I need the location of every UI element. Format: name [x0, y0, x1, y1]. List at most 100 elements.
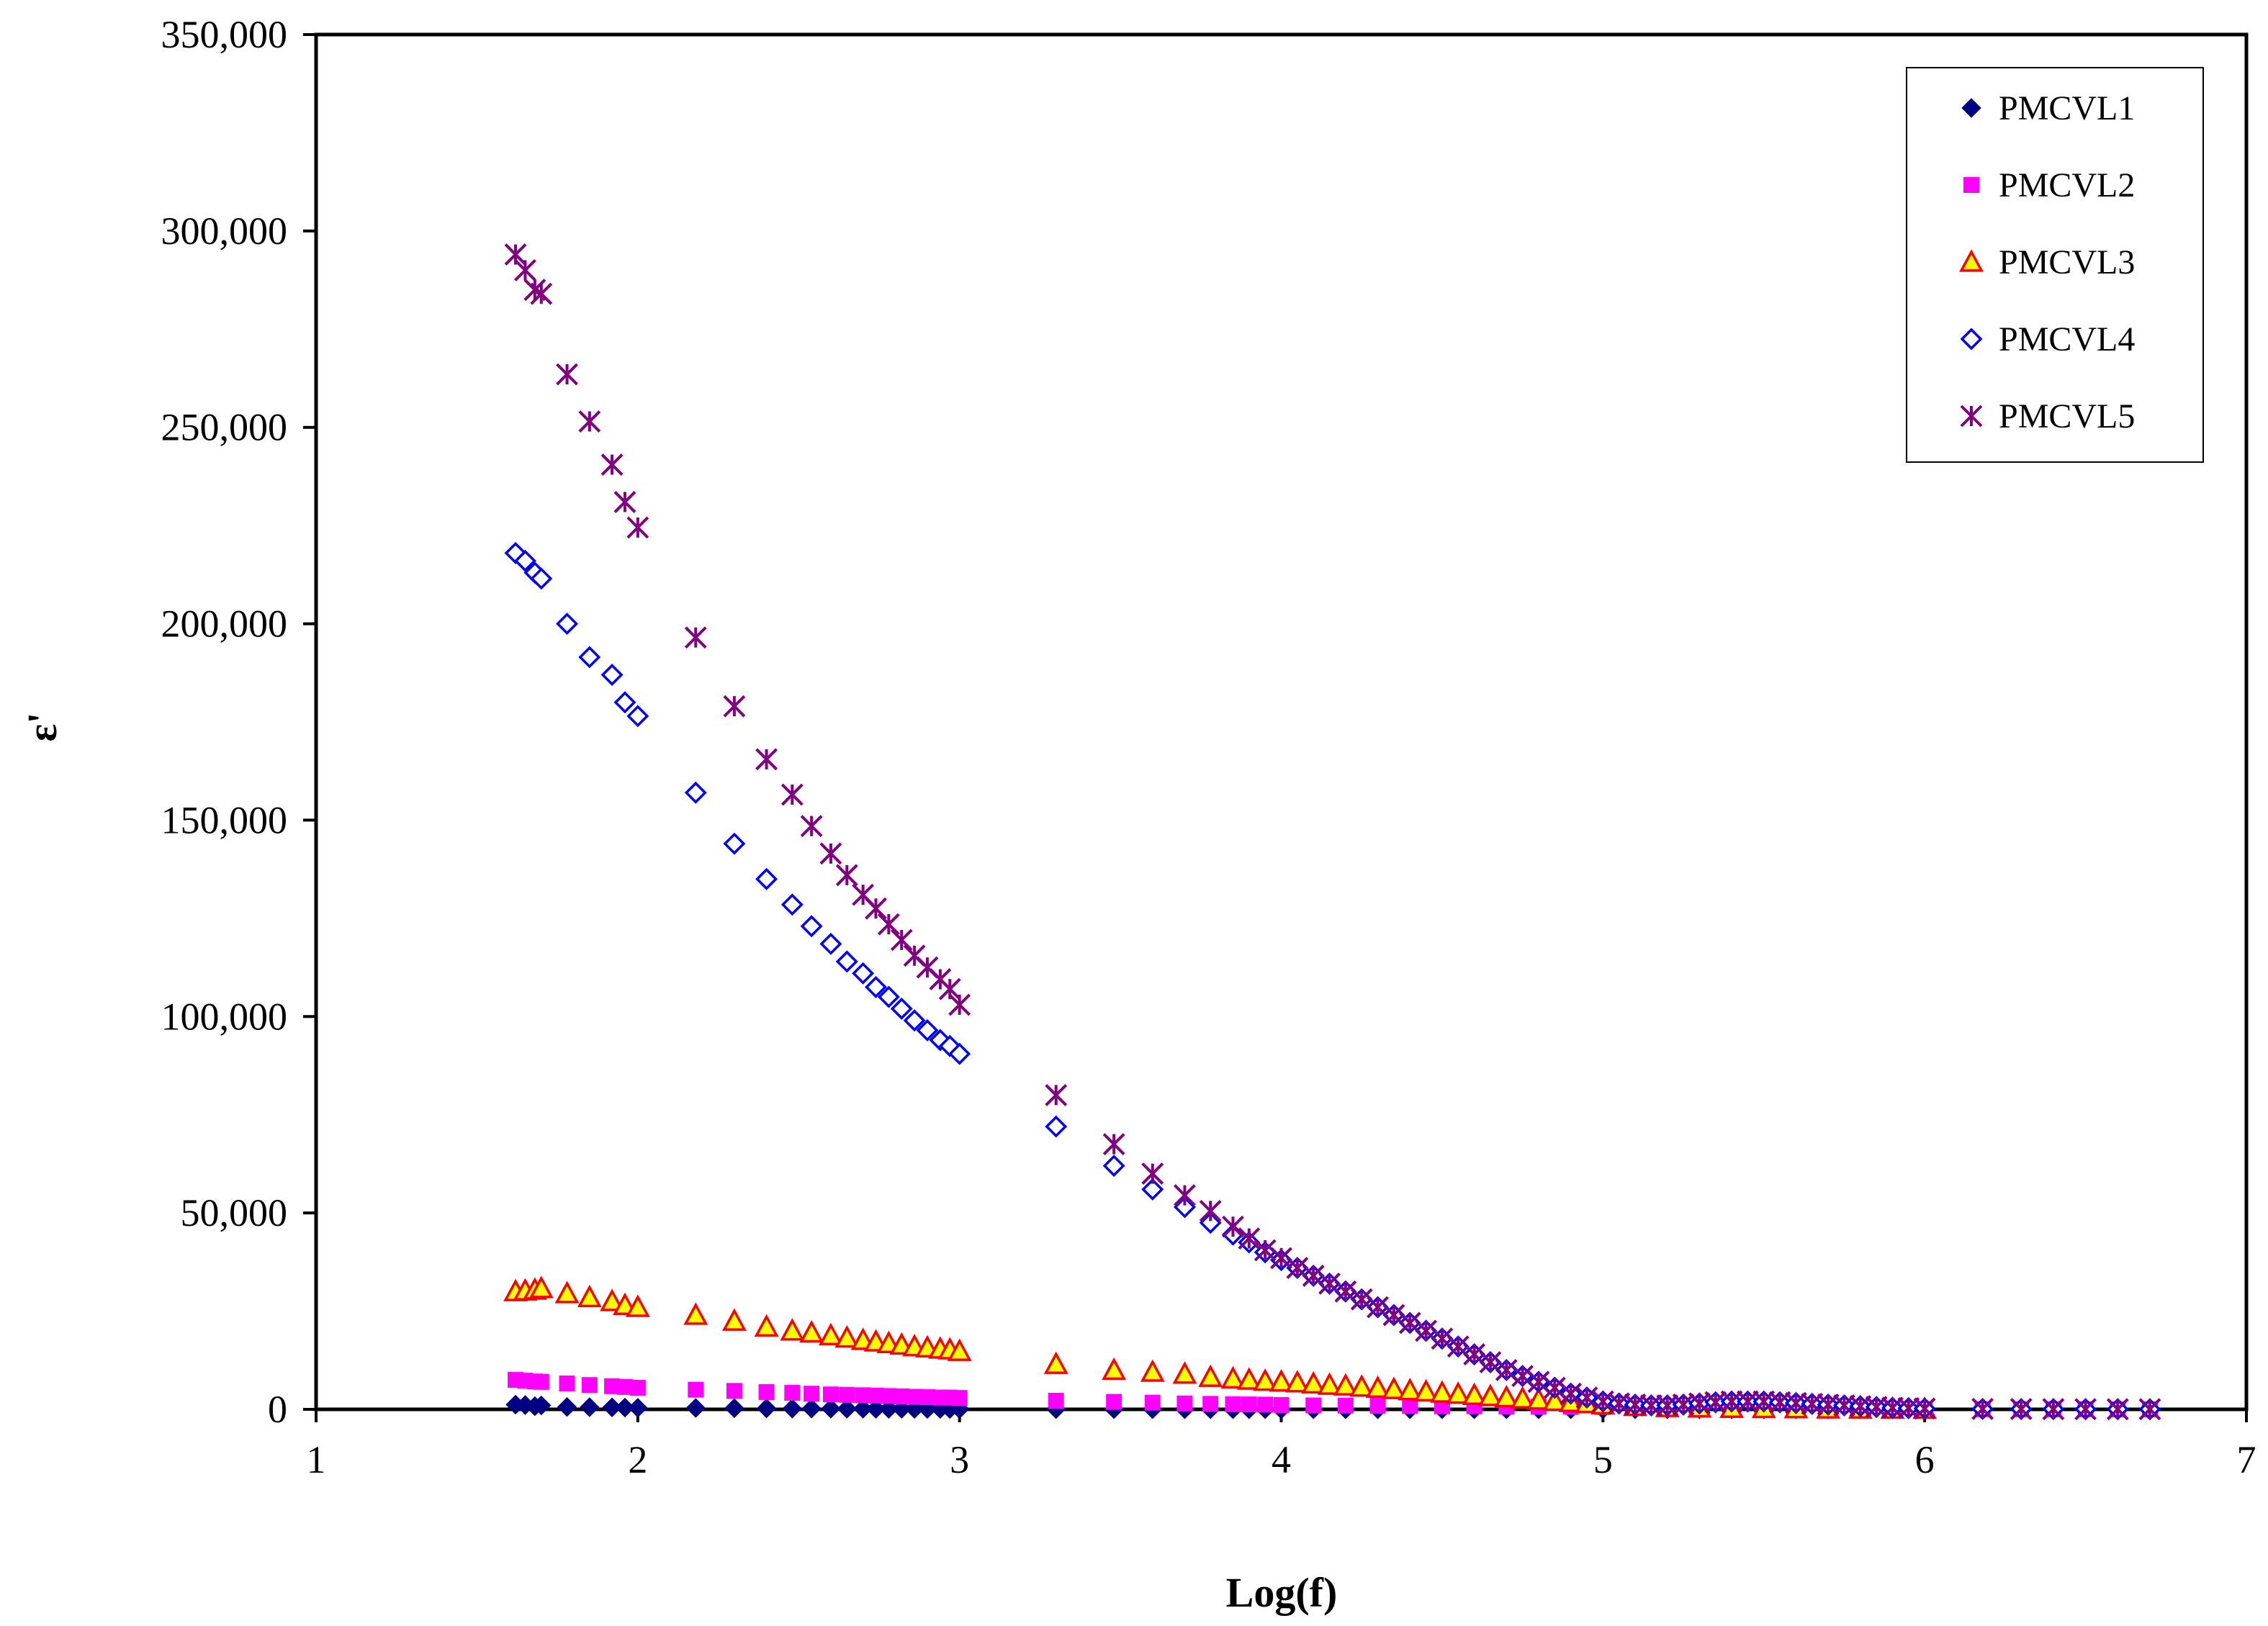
y-tick-label: 50,000 — [181, 1191, 288, 1234]
data-point — [1102, 1155, 1125, 1178]
data-point — [514, 259, 536, 281]
data-point — [685, 1398, 706, 1418]
data-point — [628, 1398, 648, 1418]
data-point — [903, 1009, 926, 1032]
data-point — [906, 1388, 923, 1405]
data-point — [528, 1275, 554, 1298]
y-axis: 0 50,000 100,000 150,000 200,000 250,000 300,0… — [161, 13, 316, 1431]
data-point — [877, 913, 900, 936]
data-point — [1337, 1397, 1354, 1414]
data-point — [1494, 1384, 1519, 1408]
data-point — [1273, 1396, 1290, 1413]
data-point — [578, 646, 601, 669]
data-point — [837, 1399, 857, 1419]
data-point — [600, 1288, 625, 1311]
data-point — [1199, 1199, 1222, 1222]
x-tick-label: 6 — [1915, 1438, 1935, 1481]
data-point — [890, 997, 913, 1020]
data-point — [613, 691, 636, 714]
data-point — [1429, 1380, 1454, 1403]
data-point — [1720, 1390, 1743, 1413]
data-point — [1971, 1398, 1994, 1420]
data-point — [799, 1319, 824, 1343]
data-point — [948, 993, 971, 1016]
data-point — [835, 864, 858, 887]
data-point — [557, 1397, 577, 1417]
data-point — [581, 1377, 598, 1394]
legend-label: PMCVL4 — [1999, 320, 2135, 358]
data-point — [578, 410, 601, 433]
data-point — [1284, 1370, 1310, 1393]
data-point — [1881, 1396, 1904, 1419]
x-tick-label: 7 — [2237, 1438, 2256, 1481]
data-point — [1106, 1394, 1122, 1410]
legend-item-pmcvl2: PMCVL2 — [1963, 166, 2135, 204]
legend-label: PMCVL1 — [1999, 89, 2135, 127]
data-point — [1102, 1133, 1125, 1156]
legend: PMCVL1 PMCVL2 PMCVL3 PMCVL4 PMCVL5 — [1906, 67, 2204, 463]
data-point — [1176, 1395, 1193, 1412]
data-point — [800, 915, 823, 938]
data-point — [865, 975, 887, 998]
data-point — [1510, 1386, 1535, 1409]
data-point — [600, 453, 624, 476]
data-point — [530, 282, 553, 305]
data-point — [1286, 1257, 1309, 1279]
data-point — [1639, 1394, 1662, 1417]
data-point — [916, 1018, 939, 1042]
data-point — [1369, 1398, 1386, 1414]
data-point — [1317, 1372, 1342, 1395]
series-pmcvl5 — [504, 243, 2161, 1421]
legend-marker — [1959, 249, 1984, 272]
data-point — [1543, 1376, 1566, 1399]
data-point — [1446, 1335, 1470, 1358]
data-point — [1102, 1357, 1127, 1381]
legend-marker — [1960, 328, 1983, 351]
data-point — [894, 1388, 910, 1404]
data-point — [724, 1398, 744, 1419]
data-point — [1045, 1115, 1068, 1138]
data-point — [1736, 1390, 1759, 1413]
data-point — [819, 932, 842, 955]
data-point — [616, 1378, 633, 1395]
data-point — [1479, 1351, 1502, 1373]
legend-box — [1906, 67, 2204, 463]
data-point — [804, 1386, 820, 1402]
legend-label: PMCVL5 — [1999, 397, 2135, 435]
data-point — [1334, 1280, 1357, 1303]
data-point — [1365, 1375, 1390, 1399]
data-point — [533, 1373, 549, 1390]
data-point — [852, 962, 875, 985]
data-point — [1526, 1387, 1551, 1410]
legend-item-pmcvl1: PMCVL1 — [1961, 89, 2135, 127]
data-point — [629, 1379, 646, 1396]
y-tick-label: 250,000 — [161, 406, 288, 449]
data-point — [556, 613, 579, 636]
data-point — [1172, 1361, 1197, 1384]
data-point — [821, 1399, 841, 1419]
data-point — [600, 664, 624, 686]
data-point — [1140, 1359, 1165, 1382]
legend-label: PMCVL3 — [1999, 243, 2135, 281]
data-point — [755, 748, 778, 771]
data-point — [613, 490, 636, 513]
data-point — [2138, 1398, 2161, 1421]
y-tick-label: 350,000 — [161, 13, 288, 56]
x-tick-label: 3 — [950, 1438, 969, 1481]
y-axis-title: ε' — [19, 713, 66, 742]
legend-marker — [1961, 98, 1981, 118]
data-point — [948, 1042, 971, 1065]
data-point — [1225, 1396, 1241, 1412]
data-point — [801, 1399, 822, 1419]
legend-item-pmcvl5: PMCVL5 — [1960, 397, 2135, 435]
data-point — [890, 929, 913, 952]
data-point — [868, 1387, 884, 1404]
data-point — [1220, 1365, 1246, 1389]
data-point — [723, 695, 746, 718]
data-point — [1144, 1394, 1161, 1411]
data-point — [1269, 1369, 1294, 1392]
data-point — [1431, 1327, 1454, 1350]
data-point — [839, 1386, 855, 1403]
data-point — [1048, 1392, 1064, 1409]
